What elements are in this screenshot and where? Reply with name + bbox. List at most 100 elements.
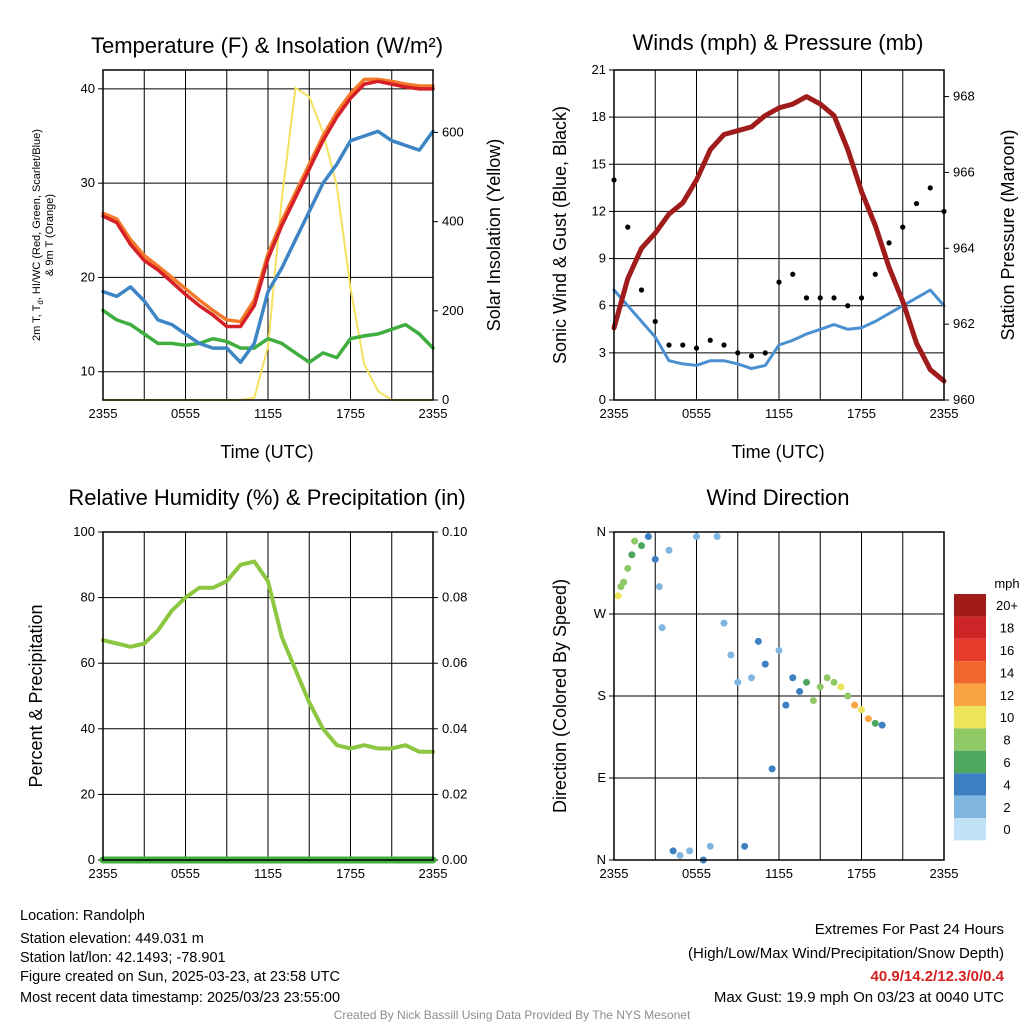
speed-legend: 20+ 18 16 14 12 10 8 6 4 2 0	[954, 594, 1018, 841]
y2-tick-label: 960	[953, 392, 975, 407]
legend-label: 6	[1003, 755, 1010, 770]
legend-swatch	[954, 594, 986, 617]
y-tick-label: 60	[81, 655, 95, 670]
y-tick-label: 40	[81, 721, 95, 736]
plot-frame	[102, 531, 434, 861]
extremes-title: Extremes For Past 24 Hours	[815, 921, 1004, 938]
x-tick-label: 2355	[419, 406, 448, 421]
y2-tick-label: 966	[953, 164, 975, 179]
y-tick-label: 40	[81, 81, 95, 96]
direction-point	[741, 842, 749, 850]
series-line	[101, 79, 435, 329]
gust-point	[666, 342, 672, 348]
direction-point	[761, 660, 769, 668]
direction-point	[775, 646, 783, 654]
gust-point	[776, 279, 782, 285]
series-line	[612, 288, 946, 371]
y2-tick-label: 0	[442, 392, 449, 407]
legend-swatch	[954, 638, 986, 662]
winds-left-ylabel: Sonic Wind & Gust (Blue, Black)	[550, 106, 570, 364]
legend-swatch	[954, 795, 986, 818]
gust-point	[625, 224, 631, 230]
direction-point	[614, 592, 622, 600]
y2-tick-label: 964	[953, 240, 975, 255]
credit-line: Created By Nick Bassill Using Data Provi…	[334, 1008, 691, 1022]
y-tick-label: 10	[81, 364, 95, 379]
direction-point	[844, 692, 852, 700]
legend-swatch	[954, 773, 986, 796]
gust-point	[831, 295, 837, 301]
legend-label: 20+	[996, 598, 1018, 613]
direction-point	[624, 564, 632, 572]
temperature-xlabel: Time (UTC)	[220, 442, 313, 462]
plot-frame	[613, 69, 945, 401]
ylabel-part-1: 2m T, T	[31, 304, 43, 341]
x-tick-label: 1755	[336, 866, 365, 881]
winds-right-ylabel: Station Pressure (Maroon)	[998, 129, 1018, 340]
x-tick-label: 1155	[254, 406, 282, 421]
gust-point	[707, 337, 713, 343]
legend-swatch	[954, 683, 986, 706]
y2-tick-label: 0.04	[442, 721, 467, 736]
y2-tick-label: 968	[953, 89, 975, 104]
x-tick-label: 2355	[419, 866, 448, 881]
gust-point	[735, 350, 741, 356]
y2-tick-label: 0.06	[442, 655, 467, 670]
series-line	[101, 77, 435, 324]
legend-swatch	[954, 616, 986, 639]
y2-tick-label: 200	[442, 303, 464, 318]
direction-point	[693, 533, 700, 541]
x-tick-label: 2355	[930, 406, 959, 421]
y-tick-label: 18	[592, 109, 606, 124]
temperature-left-ylabel: 2m T, Td, HI/WC (Red, Green, Scarlet/Blu…	[31, 129, 56, 341]
info-location: Location: Randolph	[20, 908, 145, 924]
direction-point	[864, 715, 872, 723]
direction-point	[816, 683, 824, 691]
direction-point	[706, 842, 714, 850]
direction-point	[651, 555, 659, 563]
info-latlon: Station lat/lon: 42.1493; -78.901	[20, 950, 226, 966]
legend-swatch	[954, 728, 986, 751]
direction-point	[871, 719, 879, 727]
gust-point	[693, 345, 700, 351]
info-created: Figure created on Sun, 2025-03-23, at 23…	[20, 969, 340, 985]
gust-point	[638, 287, 645, 293]
direction-point	[851, 701, 859, 709]
temperature-right-ylabel: Solar Insolation (Yellow)	[484, 139, 504, 331]
x-tick-label: 1755	[847, 406, 876, 421]
direction-point	[686, 847, 694, 855]
winds-xlabel: Time (UTC)	[731, 442, 824, 462]
legend-label: 14	[1000, 665, 1014, 680]
plot-frame	[613, 531, 945, 861]
y-tick-label: 80	[81, 590, 95, 605]
y-tick-label: S	[597, 688, 606, 703]
y-tick-label: E	[597, 770, 606, 785]
legend-label: 12	[1000, 688, 1014, 703]
winds-panel: 2355 0555 1155 1755 235503691215182196096296…	[592, 62, 975, 421]
gust-point	[748, 353, 755, 359]
extremes-values: 40.9/14.2/12.3/0/0.4	[871, 968, 1005, 985]
winds-title: Winds (mph) & Pressure (mb)	[633, 30, 924, 55]
x-tick-label: 0555	[682, 406, 711, 421]
gust-point	[721, 342, 727, 348]
y-tick-label: 20	[81, 269, 95, 284]
series-line	[101, 308, 435, 365]
y-tick-label: 0	[599, 392, 606, 407]
gust-point	[652, 318, 658, 325]
y-tick-label: N	[597, 852, 606, 867]
direction-point	[748, 674, 755, 682]
legend-swatch	[954, 750, 986, 774]
direction-point	[658, 624, 666, 632]
temperature-title: Temperature (F) & Insolation (W/m²)	[91, 33, 443, 58]
direction-point	[823, 674, 831, 682]
series-line	[611, 94, 947, 384]
legend-label: 18	[1000, 621, 1014, 636]
humidity-left-ylabel: Percent & Precipitation	[26, 604, 46, 787]
direction-point	[858, 706, 865, 714]
direction-point	[734, 678, 742, 686]
direction-point	[727, 651, 735, 659]
direction-point	[620, 578, 628, 586]
ylabel-part-2: , HI/WC (Red, Green, Scarlet/Blue)	[31, 129, 43, 300]
